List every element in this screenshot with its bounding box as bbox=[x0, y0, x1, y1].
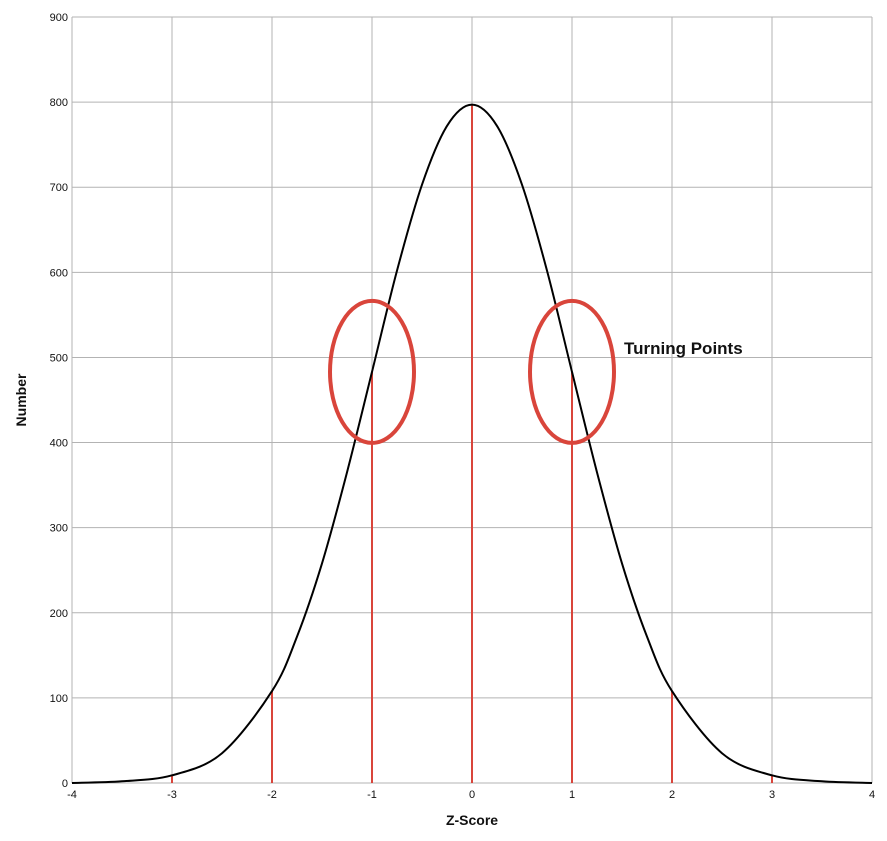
turning-point-circle-1 bbox=[528, 298, 616, 445]
x-tick-label-5: 1 bbox=[569, 789, 575, 801]
x-tick-labels: -4 -3 -2 -1 0 1 2 3 4 bbox=[67, 789, 875, 801]
series-line-0 bbox=[71, 103, 873, 784]
x-tick-label-2: -2 bbox=[267, 789, 277, 801]
x-tick-label-3: -1 bbox=[367, 789, 377, 801]
reference-lines bbox=[171, 104, 773, 783]
x-tick-label-6: 2 bbox=[669, 789, 675, 801]
y-tick-label-1: 100 bbox=[50, 693, 68, 705]
series-group bbox=[71, 103, 873, 784]
turning-point-circle-0 bbox=[328, 298, 416, 445]
x-tick-label-0: -4 bbox=[67, 789, 77, 801]
turning-points-label: Turning Points bbox=[624, 339, 743, 358]
x-axis-title: Z-Score bbox=[446, 812, 498, 828]
y-tick-label-7: 700 bbox=[50, 182, 68, 194]
y-tick-label-5: 500 bbox=[50, 352, 68, 364]
y-axis-title: Number bbox=[13, 373, 29, 426]
y-tick-label-8: 800 bbox=[50, 97, 68, 109]
y-tick-labels: 0 100 200 300 400 500 600 700 800 900 bbox=[50, 12, 68, 790]
y-tick-label-6: 600 bbox=[50, 267, 68, 279]
y-tick-label-9: 900 bbox=[50, 12, 68, 24]
y-tick-label-0: 0 bbox=[62, 778, 68, 790]
x-tick-label-8: 4 bbox=[869, 789, 875, 801]
y-tick-label-4: 400 bbox=[50, 438, 68, 450]
x-tick-label-7: 3 bbox=[769, 789, 775, 801]
annotation-circles bbox=[328, 298, 616, 445]
y-tick-label-2: 200 bbox=[50, 608, 68, 620]
x-tick-label-4: 0 bbox=[469, 789, 475, 801]
x-tick-label-1: -3 bbox=[167, 789, 177, 801]
y-tick-label-3: 300 bbox=[50, 523, 68, 535]
